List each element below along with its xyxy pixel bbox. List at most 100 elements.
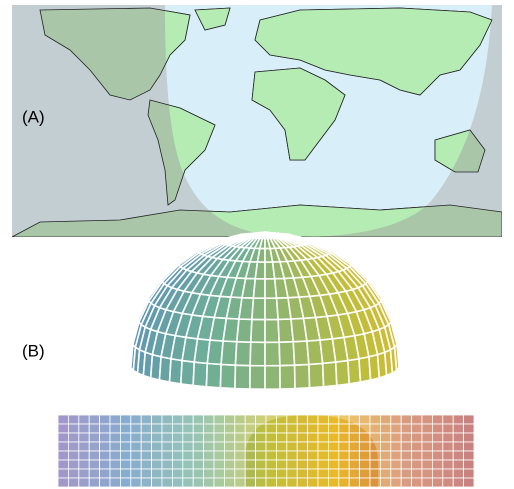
grid-cell [308, 460, 318, 469]
grid-cell [349, 451, 359, 460]
dome-cell [170, 359, 183, 384]
grid-cell [256, 451, 266, 460]
grid-cell [339, 424, 349, 433]
dome-cell [265, 342, 280, 366]
grid-cell [256, 433, 266, 442]
grid-cell [308, 415, 318, 424]
grid-cell [318, 451, 328, 460]
figure: (A) (B) [0, 0, 514, 489]
dome-cell [265, 319, 279, 342]
grid-cell [276, 424, 286, 433]
grid-cell [339, 451, 349, 460]
grid-cell [308, 433, 318, 442]
dome-cell [336, 361, 349, 386]
grid-cell [266, 478, 276, 487]
grid-cell [318, 460, 328, 469]
grid-cell [339, 478, 349, 487]
grid-cell [287, 424, 297, 433]
grid-cell [266, 460, 276, 469]
grid-cell [297, 451, 307, 460]
grid-cell [245, 451, 255, 460]
grid-cell [245, 460, 255, 469]
grid-cell [318, 469, 328, 478]
grid-cell [360, 460, 370, 469]
grid-cell [318, 415, 328, 424]
grid-cell [360, 469, 370, 478]
grid-cell [276, 451, 286, 460]
dome-cell [255, 262, 265, 279]
grid-cell [328, 478, 338, 487]
grid-cell [349, 478, 359, 487]
grid-cell [339, 460, 349, 469]
grid-cell [245, 469, 255, 478]
grid-cell [297, 460, 307, 469]
grid-cell [266, 469, 276, 478]
grid-cell [349, 460, 359, 469]
grid-cell [339, 442, 349, 451]
grid-cell [287, 451, 297, 460]
grid-cell [318, 433, 328, 442]
dome-cell [250, 366, 265, 390]
grid-cell [339, 433, 349, 442]
dome-cell [251, 319, 265, 342]
dome-cell [253, 279, 265, 298]
grid-cell [287, 442, 297, 451]
grid-cell [328, 451, 338, 460]
panel-label: (B) [22, 341, 45, 360]
dome-cell [250, 342, 265, 366]
dome-cell [181, 361, 194, 386]
grid-cell [256, 442, 266, 451]
grid-cell [339, 469, 349, 478]
grid-cell [287, 469, 297, 478]
dome [130, 232, 400, 389]
grid-cell [328, 469, 338, 478]
grid-cell [308, 451, 318, 460]
grid-cell [256, 478, 266, 487]
panel-label: (A) [22, 107, 45, 126]
grid-cell [266, 424, 276, 433]
dome-cell [323, 362, 337, 387]
grid-cell [360, 442, 370, 451]
grid-cell [360, 433, 370, 442]
dome-cell [221, 341, 237, 365]
flattened-grid [58, 415, 474, 487]
grid-cell [276, 478, 286, 487]
grid-cell [318, 478, 328, 487]
grid-cell [349, 469, 359, 478]
grid-cell [349, 433, 359, 442]
grid-cell [328, 442, 338, 451]
grid-cell [266, 433, 276, 442]
grid-cell [256, 469, 266, 478]
dome-cell [309, 363, 324, 387]
grid-cell [360, 478, 370, 487]
grid-cell [328, 433, 338, 442]
grid-cell [287, 433, 297, 442]
grid-cell [297, 478, 307, 487]
grid-cell [297, 442, 307, 451]
grid-cell [328, 424, 338, 433]
grid-cell [287, 478, 297, 487]
dome-cell [193, 362, 207, 387]
grid-cell [308, 469, 318, 478]
grid-cell [297, 415, 307, 424]
grid-cell [287, 460, 297, 469]
grid-cell [308, 478, 318, 487]
dome-cell [295, 364, 310, 388]
grid-cell [276, 469, 286, 478]
grid-cell [349, 442, 359, 451]
dome-cell [237, 319, 252, 342]
dome-cell [265, 366, 280, 390]
grid-cell [297, 424, 307, 433]
grid-cell [266, 442, 276, 451]
grid-cell [318, 442, 328, 451]
map-panel [12, 5, 502, 237]
grid-cell [276, 442, 286, 451]
dome-cell [280, 365, 295, 389]
grid-cell [245, 478, 255, 487]
dome-cell [279, 342, 294, 366]
grid-cell [256, 460, 266, 469]
dome-cell [235, 365, 250, 389]
grid-cell [360, 451, 370, 460]
dome-cell [220, 364, 235, 388]
grid-cell [266, 451, 276, 460]
